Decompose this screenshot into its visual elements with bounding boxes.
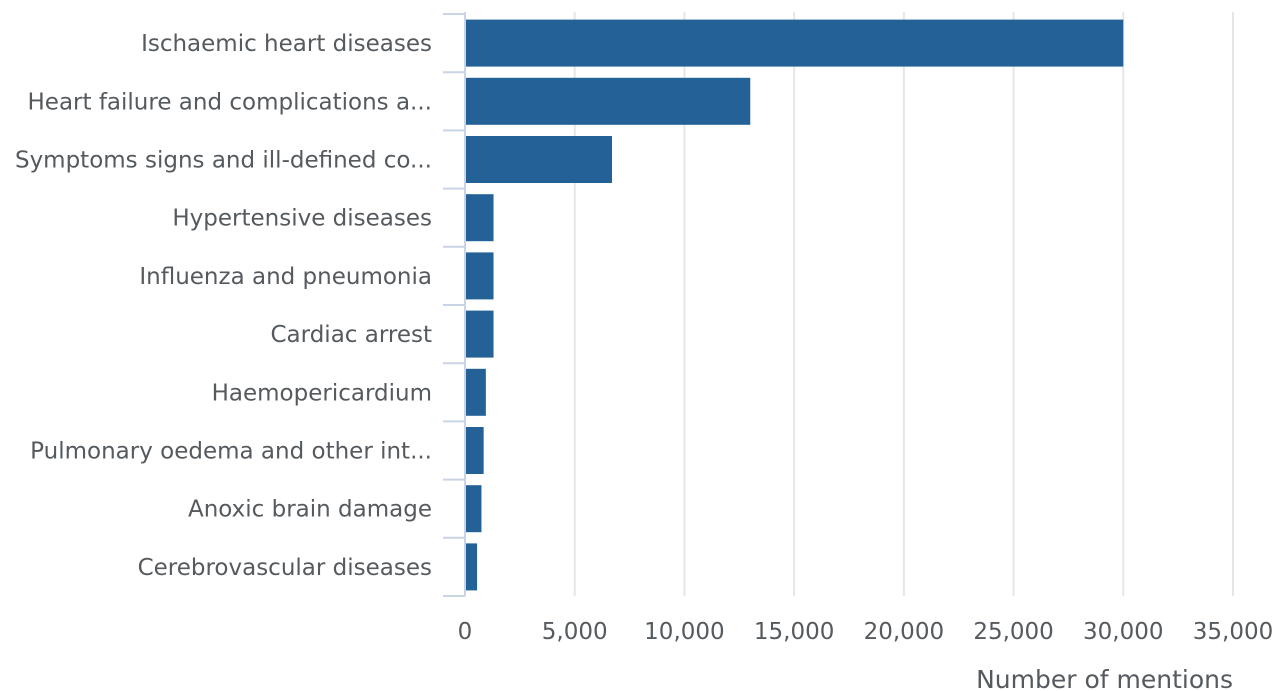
- x-tick-label: 25,000: [973, 619, 1053, 645]
- category-label: Symptoms signs and ill-defined co...: [15, 148, 432, 174]
- x-tick-label: 0: [458, 619, 473, 645]
- category-axis: [443, 12, 466, 597]
- bar: [466, 19, 1124, 67]
- bar: [466, 136, 613, 183]
- x-axis-title: Number of mentions: [976, 665, 1233, 691]
- x-tick-label: 20,000: [864, 619, 944, 645]
- bar: [466, 485, 482, 533]
- category-label: Pulmonary oedema and other int...: [30, 439, 432, 465]
- bar: [466, 427, 484, 474]
- x-tick-label: 35,000: [1193, 619, 1273, 645]
- x-tick-label: 30,000: [1083, 619, 1163, 645]
- category-labels: Ischaemic heart diseases Heart failure an…: [15, 31, 432, 581]
- bar: [466, 77, 751, 125]
- bar: [466, 194, 494, 242]
- category-label: Heart failure and complications a...: [28, 89, 433, 115]
- category-label: Haemopericardium: [212, 380, 432, 406]
- category-label: Influenza and pneumonia: [139, 264, 432, 290]
- x-tick-label: 15,000: [754, 619, 834, 645]
- category-label: Ischaemic heart diseases: [141, 31, 432, 57]
- bar: [466, 543, 478, 591]
- x-tick-labels: 0 5,000 10,000 15,000 20,000 25,000 30,000 35,0…: [458, 619, 1274, 645]
- category-label: Anoxic brain damage: [188, 497, 432, 523]
- bar: [466, 310, 494, 358]
- bar: [466, 368, 486, 416]
- x-tick-label: 10,000: [644, 619, 724, 645]
- category-label: Cerebrovascular diseases: [138, 555, 432, 581]
- x-tick-label: 5,000: [542, 619, 608, 645]
- bars: [466, 19, 1124, 591]
- category-label: Hypertensive diseases: [172, 206, 432, 232]
- category-label: Cardiac arrest: [271, 322, 433, 348]
- bar: [466, 252, 494, 300]
